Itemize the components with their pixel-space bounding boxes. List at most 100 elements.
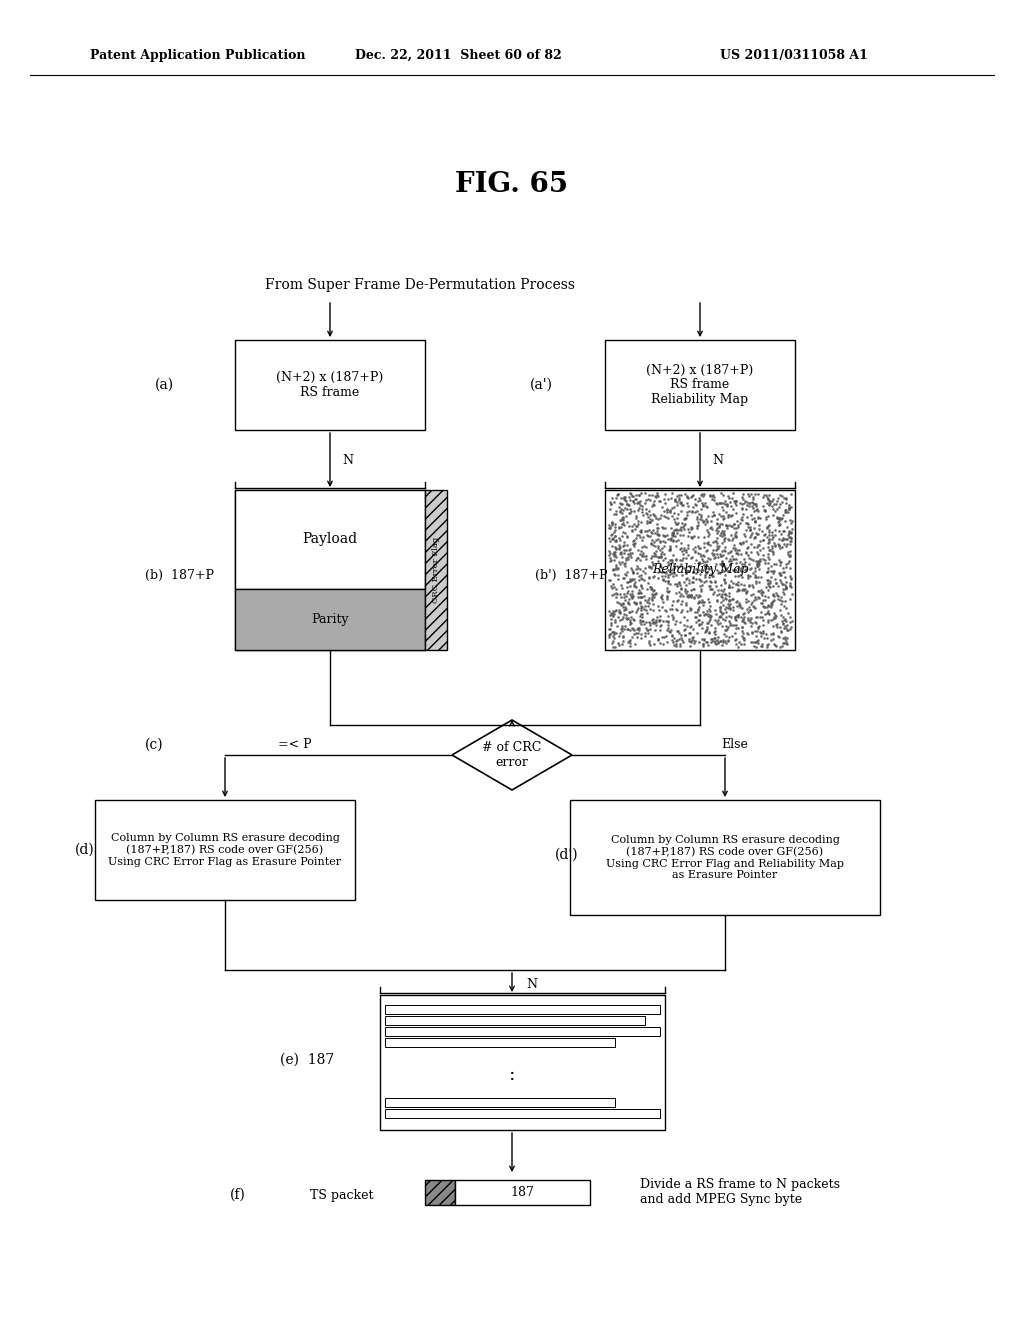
Point (679, 486, 695, 507)
Point (626, 620, 642, 642)
Point (655, 500, 672, 521)
Point (750, 586, 766, 607)
Point (610, 496, 627, 517)
Point (645, 566, 662, 587)
Point (662, 620, 678, 642)
Point (667, 525, 683, 546)
Point (717, 573, 733, 594)
Point (602, 516, 618, 537)
Point (668, 582, 684, 603)
Point (669, 486, 685, 507)
Point (625, 619, 641, 640)
Point (751, 506, 767, 527)
Point (708, 553, 724, 574)
Point (742, 632, 759, 653)
Point (758, 508, 774, 529)
Point (745, 576, 762, 597)
Point (763, 554, 779, 576)
Point (735, 634, 752, 655)
Point (618, 562, 635, 583)
Point (613, 586, 630, 607)
Point (697, 603, 714, 624)
Point (604, 622, 621, 643)
Point (703, 578, 720, 599)
Point (751, 587, 767, 609)
Point (699, 618, 716, 639)
Point (685, 568, 701, 589)
Point (608, 500, 625, 521)
Point (693, 499, 710, 520)
Point (615, 512, 632, 533)
Point (782, 540, 799, 561)
Point (667, 503, 683, 524)
Point (770, 512, 786, 533)
Point (605, 491, 622, 512)
Point (669, 576, 685, 597)
Point (674, 512, 690, 533)
Point (603, 524, 620, 545)
Point (727, 517, 743, 539)
Point (705, 486, 721, 507)
Point (727, 606, 743, 627)
Point (694, 548, 711, 569)
Point (604, 605, 621, 626)
Point (765, 499, 781, 520)
Point (635, 543, 651, 564)
Point (777, 574, 794, 595)
Point (722, 549, 738, 570)
Point (740, 564, 757, 585)
Point (712, 516, 728, 537)
Point (668, 491, 684, 512)
Point (781, 545, 798, 566)
Point (622, 490, 638, 511)
Point (646, 634, 663, 655)
Point (778, 533, 795, 554)
Point (679, 581, 695, 602)
Point (638, 536, 654, 557)
Point (735, 630, 752, 651)
Point (758, 484, 774, 506)
Point (637, 520, 653, 541)
Point (778, 557, 795, 578)
Point (622, 602, 638, 623)
Bar (605, 341, 795, 430)
Point (662, 598, 678, 619)
Point (715, 545, 731, 566)
Point (674, 599, 690, 620)
Point (633, 574, 649, 595)
Point (774, 581, 791, 602)
Point (744, 523, 761, 544)
Point (695, 495, 712, 516)
Point (608, 582, 625, 603)
Point (675, 619, 691, 640)
Point (615, 499, 632, 520)
Point (746, 494, 763, 515)
Point (762, 577, 778, 598)
Point (751, 552, 767, 573)
Point (738, 494, 755, 515)
Point (662, 529, 678, 550)
Point (720, 561, 736, 582)
Point (604, 512, 621, 533)
Point (651, 531, 668, 552)
Point (702, 578, 719, 599)
Point (749, 499, 765, 520)
Point (687, 502, 703, 523)
Point (610, 558, 627, 579)
Point (709, 528, 725, 549)
Point (642, 508, 658, 529)
Point (705, 583, 721, 605)
Point (685, 632, 701, 653)
Point (651, 524, 668, 545)
Point (694, 511, 711, 532)
Point (702, 631, 719, 652)
Point (741, 566, 758, 587)
Point (682, 585, 698, 606)
Point (627, 572, 643, 593)
Point (677, 508, 693, 529)
Point (605, 622, 622, 643)
Point (644, 554, 660, 576)
Point (749, 500, 765, 521)
Point (680, 519, 696, 540)
Point (741, 558, 758, 579)
